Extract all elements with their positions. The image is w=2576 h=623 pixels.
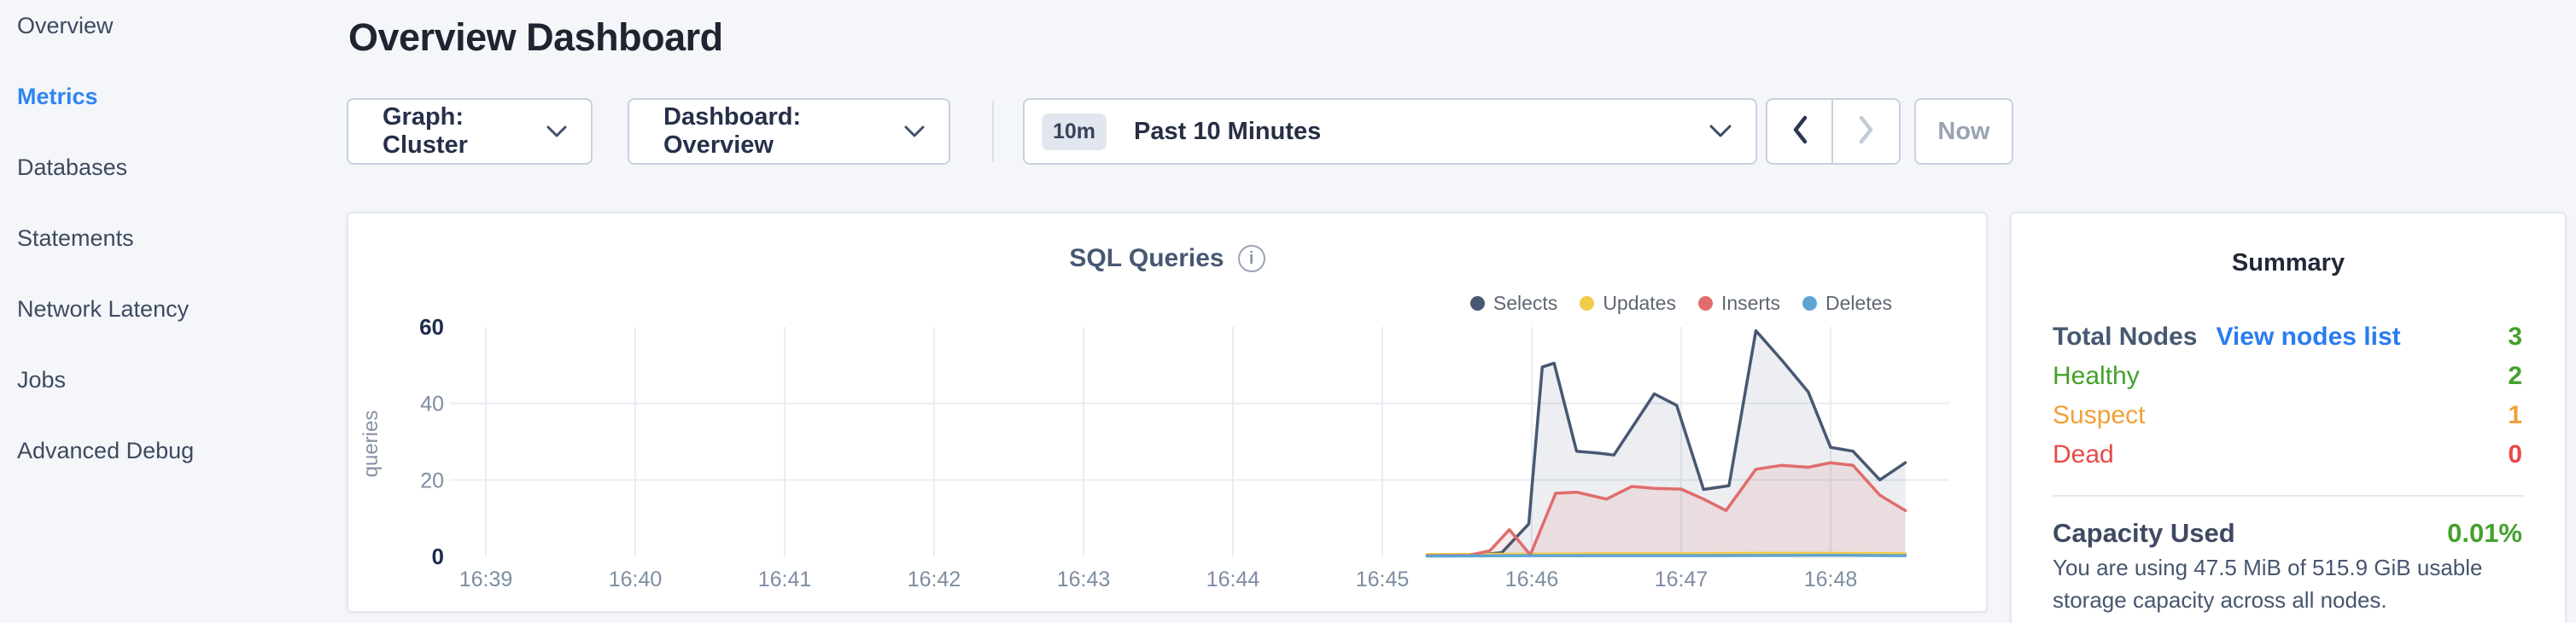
graph-scope-dropdown-label: Graph: Cluster (383, 103, 468, 159)
capacity-caption: You are using 47.5 MiB of 515.9 GiB usab… (2053, 555, 2483, 613)
time-nav-group (1766, 98, 1901, 165)
legend-label: Selects (1492, 292, 1558, 314)
chevron-left-icon (1790, 115, 1809, 148)
svg-text:16:41: 16:41 (758, 568, 812, 591)
chart-legend: Selects Updates Inserts Deletes (1469, 292, 1892, 315)
svg-text:16:44: 16:44 (1206, 568, 1260, 591)
legend-item[interactable]: Updates (1580, 292, 1676, 315)
svg-text:20: 20 (420, 469, 444, 492)
node-status-rows: Total Nodes View nodes list 3 Healthy 2 … (2053, 317, 2522, 475)
legend-label: Deletes (1825, 292, 1892, 314)
svg-text:16:42: 16:42 (908, 568, 961, 591)
sidebar: Overview Metrics Databases Statements Ne… (0, 0, 335, 623)
svg-text:queries: queries (359, 410, 383, 478)
summary-panel: Summary Total Nodes View nodes list 3 He… (2010, 212, 2567, 623)
total-nodes-label: Total Nodes (2053, 323, 2198, 351)
sidebar-item-advanced-debug[interactable]: Advanced Debug (17, 438, 195, 463)
dead-value: 0 (2508, 440, 2522, 469)
chevron-down-icon (546, 125, 567, 138)
healthy-nodes-row: Healthy 2 (2053, 357, 2522, 396)
chart-title-row: SQL Queries (348, 244, 1986, 273)
dashboard-dropdown-label: Dashboard: Overview (663, 103, 802, 159)
sidebar-nav-list: Overview Metrics Databases Statements Ne… (0, 0, 335, 464)
sidebar-item-overview[interactable]: Overview (17, 13, 114, 38)
summary-divider (2053, 495, 2524, 497)
suspect-value: 1 (2508, 401, 2522, 429)
chevron-right-icon (1857, 115, 1876, 148)
svg-text:16:46: 16:46 (1505, 568, 1559, 591)
healthy-label: Healthy (2053, 362, 2140, 390)
deletes-legend-dot-icon (1802, 296, 1818, 311)
time-window-selector[interactable]: 10m Past 10 Minutes (1023, 98, 1757, 165)
page-title: Overview Dashboard (348, 15, 723, 59)
capacity-used-row: Capacity Used 0.01% (2053, 514, 2522, 553)
svg-text:16:40: 16:40 (609, 568, 663, 591)
sidebar-item-metrics[interactable]: Metrics (17, 84, 98, 109)
capacity-used-label: Capacity Used (2053, 518, 2235, 548)
dead-nodes-row: Dead 0 (2053, 435, 2522, 475)
chevron-down-icon (904, 125, 925, 138)
svg-text:16:39: 16:39 (459, 568, 513, 591)
sidebar-item-jobs[interactable]: Jobs (17, 367, 67, 393)
time-next-button[interactable] (1833, 100, 1899, 163)
total-nodes-value: 3 (2508, 323, 2522, 351)
now-button-label: Now (1937, 117, 1990, 145)
time-window-badge: 10m (1042, 113, 1107, 150)
sidebar-item-network-latency[interactable]: Network Latency (17, 296, 190, 322)
time-window-label: Past 10 Minutes (1134, 117, 1322, 145)
sidebar-item-databases[interactable]: Databases (17, 154, 128, 180)
legend-item[interactable]: Selects (1469, 292, 1558, 315)
view-nodes-list-link[interactable]: View nodes list (2216, 323, 2401, 351)
svg-text:16:43: 16:43 (1057, 568, 1111, 591)
suspect-label: Suspect (2053, 401, 2146, 429)
capacity-used-value: 0.01% (2447, 518, 2522, 548)
time-prev-button[interactable] (1767, 100, 1834, 163)
healthy-value: 2 (2508, 362, 2522, 390)
legend-label: Inserts (1720, 292, 1781, 314)
total-nodes-row: Total Nodes View nodes list 3 (2053, 317, 2522, 357)
legend-item[interactable]: Deletes (1802, 292, 1892, 315)
svg-text:16:48: 16:48 (1804, 568, 1858, 591)
dead-label: Dead (2053, 440, 2114, 469)
svg-text:16:45: 16:45 (1356, 568, 1410, 591)
svg-text:0: 0 (432, 544, 444, 569)
dashboard-dropdown[interactable]: Dashboard: Overview (628, 98, 950, 165)
legend-label: Updates (1603, 292, 1676, 314)
graph-scope-dropdown[interactable]: Graph: Cluster (347, 98, 593, 165)
sql-queries-chart[interactable]: 16:39 16:40 16:41 16:42 16:43 16:44 16:45 16:46… (348, 213, 1989, 614)
updates-legend-dot-icon (1580, 296, 1595, 311)
sidebar-item-statements[interactable]: Statements (17, 225, 134, 251)
suspect-nodes-row: Suspect 1 (2053, 396, 2522, 435)
sql-queries-card: SQL Queries Selects Updates Inserts Dele… (347, 212, 1988, 613)
chevron-down-icon (1709, 125, 1732, 138)
legend-item[interactable]: Inserts (1697, 292, 1781, 315)
chart-title: SQL Queries (1069, 244, 1224, 272)
info-icon[interactable] (1237, 245, 1265, 272)
svg-text:16:47: 16:47 (1655, 568, 1709, 591)
now-button[interactable]: Now (1914, 98, 2013, 165)
selects-legend-dot-icon (1469, 296, 1485, 311)
inserts-legend-dot-icon (1697, 296, 1713, 311)
summary-title: Summary (2231, 249, 2345, 277)
svg-text:40: 40 (420, 393, 444, 416)
svg-text:60: 60 (419, 314, 444, 340)
controls-divider (992, 101, 994, 162)
